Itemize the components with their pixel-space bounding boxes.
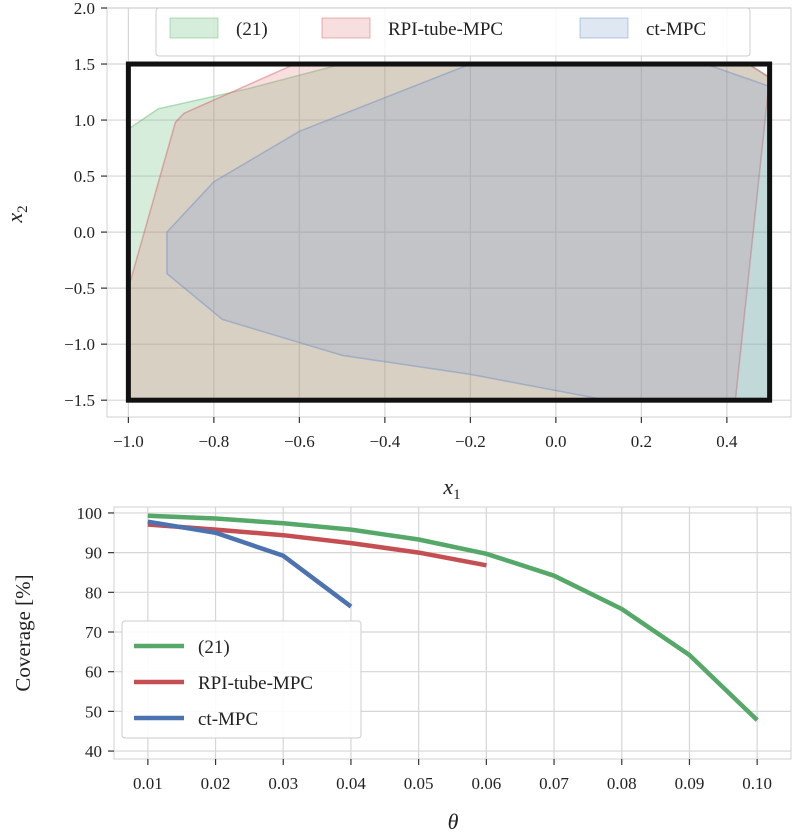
top-x-tick-label: 0.2 xyxy=(631,432,652,451)
legend-label-rpi-tube-mpc: RPI-tube-MPC xyxy=(388,19,503,40)
bottom-y-tick-label: 60 xyxy=(85,663,102,682)
bottom-y-axis-label: Coverage [%] xyxy=(11,574,35,691)
bottom-x-tick-label: 0.01 xyxy=(133,774,163,793)
bottom-x-tick-label: 0.04 xyxy=(336,774,366,793)
bottom-legend-label-21: (21) xyxy=(198,637,230,658)
top-x-tick-label: −0.6 xyxy=(284,432,315,451)
top-legend: (21) RPI-tube-MPC ct-MPC xyxy=(155,7,751,57)
bottom-x-tick-label: 0.02 xyxy=(201,774,231,793)
bottom-y-ticks: 40 50 60 70 80 90 100 xyxy=(77,504,114,761)
bottom-legend: (21) RPI-tube-MPC ct-MPC xyxy=(121,620,362,739)
top-y-tick-label: 1.5 xyxy=(74,55,95,74)
top-x-tick-label: 0.4 xyxy=(716,432,738,451)
line-21 xyxy=(147,513,759,722)
top-x-tick-label: −0.2 xyxy=(455,432,486,451)
bottom-plot: 0.01 0.02 0.03 0.04 0.05 0.06 0.07 0.08 0.09 0.10… xyxy=(11,504,792,834)
top-y-tick-label: 0.0 xyxy=(74,223,95,242)
bottom-x-ticks: 0.01 0.02 0.03 0.04 0.05 0.06 0.07 0.08 0.09 0.10 xyxy=(133,759,772,793)
bottom-legend-label-ct-mpc: ct-MPC xyxy=(198,709,258,730)
top-y-tick-label: 2.0 xyxy=(74,0,95,18)
top-region-fills xyxy=(127,63,771,401)
bottom-x-tick-label: 0.10 xyxy=(742,774,772,793)
top-y-tick-label: −1.0 xyxy=(64,335,95,354)
top-y-tick-label: −0.5 xyxy=(64,279,95,298)
bottom-x-tick-label: 0.03 xyxy=(268,774,298,793)
top-x-tick-label: −0.4 xyxy=(369,432,400,451)
bottom-y-tick-label: 50 xyxy=(85,702,102,721)
legend-swatch-21 xyxy=(169,17,219,39)
bottom-y-tick-label: 40 xyxy=(85,742,102,761)
top-plot: −1.0 −0.8 −0.6 −0.4 −0.2 0.0 0.2 0.4 −1.5 −1.0 −0… xyxy=(2,0,792,503)
top-x-tick-label: 0.0 xyxy=(545,432,566,451)
legend-swatch-rpi-tube-mpc xyxy=(321,17,371,39)
top-y-tick-label: 0.5 xyxy=(74,167,95,186)
legend-label-ct-mpc: ct-MPC xyxy=(646,19,706,40)
legend-label-21: (21) xyxy=(236,19,268,40)
top-legend-box xyxy=(155,7,751,57)
bottom-y-tick-label: 70 xyxy=(85,623,102,642)
bottom-legend-box xyxy=(121,620,362,739)
top-y-axis-label: x2 xyxy=(2,205,31,223)
top-plot-background xyxy=(107,8,791,417)
top-y-ticks: −1.5 −1.0 −0.5 0.0 0.5 1.0 1.5 2.0 xyxy=(64,0,107,410)
bottom-x-axis-label: θ xyxy=(448,809,459,834)
bottom-y-tick-label: 90 xyxy=(85,544,102,563)
bottom-x-tick-label: 0.09 xyxy=(675,774,705,793)
bottom-series-lines xyxy=(147,513,759,722)
bottom-x-tick-label: 0.08 xyxy=(607,774,637,793)
constraint-box xyxy=(125,61,773,403)
top-x-ticks: −1.0 −0.8 −0.6 −0.4 −0.2 0.0 0.2 0.4 xyxy=(113,417,738,451)
top-x-tick-label: −0.8 xyxy=(198,432,229,451)
bottom-legend-label-rpi-tube-mpc: RPI-tube-MPC xyxy=(198,673,313,694)
bottom-x-tick-label: 0.07 xyxy=(539,774,569,793)
top-x-axis-label: x1 xyxy=(442,474,460,503)
top-y-tick-label: 1.0 xyxy=(74,111,95,130)
bottom-x-tick-label: 0.05 xyxy=(404,774,434,793)
bottom-y-tick-label: 100 xyxy=(77,504,103,523)
legend-swatch-ct-mpc xyxy=(579,17,629,39)
line-ct-mpc xyxy=(147,519,353,609)
top-y-tick-label: −1.5 xyxy=(64,391,95,410)
bottom-x-tick-label: 0.06 xyxy=(471,774,501,793)
top-x-tick-label: −1.0 xyxy=(113,432,144,451)
bottom-y-tick-label: 80 xyxy=(85,583,102,602)
